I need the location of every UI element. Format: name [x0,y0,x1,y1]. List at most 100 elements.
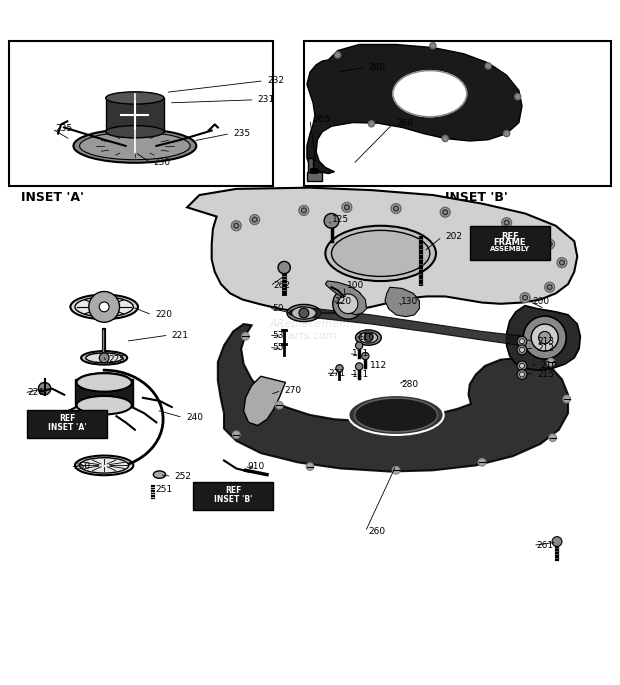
Text: INSET 'A': INSET 'A' [48,423,87,432]
Ellipse shape [348,395,444,435]
Circle shape [391,203,401,214]
Circle shape [333,288,363,319]
Text: 266: 266 [396,119,413,128]
Bar [193,482,273,510]
Circle shape [547,358,554,366]
Ellipse shape [393,71,467,116]
Circle shape [364,334,373,342]
Circle shape [503,131,510,137]
Circle shape [545,239,554,249]
Text: 200: 200 [533,297,549,306]
Circle shape [545,282,554,292]
Circle shape [368,121,374,127]
Text: INSET 'B': INSET 'B' [445,190,508,203]
Text: 261: 261 [536,540,553,550]
Circle shape [502,218,512,227]
Ellipse shape [76,373,132,392]
Text: 212: 212 [538,344,554,353]
Polygon shape [307,45,522,173]
Circle shape [232,431,240,438]
Circle shape [299,206,309,215]
Text: 265: 265 [313,115,330,124]
Text: 252: 252 [175,472,192,481]
Polygon shape [187,188,577,313]
Ellipse shape [75,456,133,475]
Polygon shape [288,307,544,349]
Ellipse shape [291,307,316,319]
Circle shape [517,345,527,355]
Bar [9,41,273,186]
Polygon shape [218,324,568,471]
Text: REF: REF [501,232,518,241]
Circle shape [443,210,448,214]
Circle shape [342,202,352,212]
Circle shape [517,336,527,346]
Text: INSET 'A': INSET 'A' [21,190,84,203]
Text: 270: 270 [284,386,301,395]
Circle shape [539,332,551,344]
Circle shape [335,52,341,58]
Circle shape [299,308,309,318]
Circle shape [324,214,339,228]
Ellipse shape [81,351,127,364]
Circle shape [250,214,260,225]
Text: 235: 235 [55,124,72,133]
Circle shape [552,536,562,547]
Text: 231: 231 [258,95,275,104]
Text: 213: 213 [538,337,554,346]
Text: 225: 225 [108,356,125,364]
Circle shape [523,316,566,359]
Text: 240: 240 [186,413,203,422]
Circle shape [523,295,528,300]
Text: 226: 226 [27,388,45,397]
Circle shape [38,382,51,395]
Text: 280: 280 [401,379,418,389]
Circle shape [549,434,556,441]
Text: 210: 210 [541,362,557,371]
Text: 232: 232 [267,76,284,85]
Circle shape [276,401,283,409]
Text: 910: 910 [247,462,265,471]
Text: 100: 100 [347,282,364,290]
Ellipse shape [355,330,381,345]
Text: 53: 53 [272,331,283,340]
Circle shape [520,363,525,369]
Ellipse shape [79,132,190,160]
Circle shape [99,353,109,363]
Text: ASSEMBLY: ASSEMBLY [490,246,529,252]
Text: REF: REF [225,486,241,495]
Text: 55: 55 [272,343,283,352]
Bar [308,158,313,173]
Text: 111: 111 [352,370,369,379]
Bar [27,410,107,438]
Ellipse shape [76,396,132,414]
Text: 250: 250 [73,462,91,471]
Ellipse shape [70,295,138,319]
Text: AReplacement
Parts.com: AReplacement Parts.com [269,319,351,341]
Circle shape [89,292,120,322]
Ellipse shape [287,304,321,322]
Text: FRAME: FRAME [494,238,526,247]
Circle shape [392,466,400,474]
Polygon shape [326,281,366,315]
Circle shape [344,205,349,210]
Text: 230: 230 [153,158,170,167]
Bar [75,379,133,407]
Circle shape [557,258,567,268]
Circle shape [442,136,448,142]
Circle shape [355,342,363,349]
Circle shape [520,347,525,352]
Circle shape [517,369,527,379]
Ellipse shape [355,398,438,432]
Bar [304,41,611,186]
Circle shape [479,459,485,466]
Text: 50: 50 [272,303,283,312]
Circle shape [520,372,525,377]
Circle shape [517,361,527,371]
Text: INSET 'B': INSET 'B' [214,495,252,504]
Circle shape [520,339,525,344]
Polygon shape [244,376,285,425]
Circle shape [234,223,239,228]
Ellipse shape [86,353,123,363]
Circle shape [361,352,369,360]
